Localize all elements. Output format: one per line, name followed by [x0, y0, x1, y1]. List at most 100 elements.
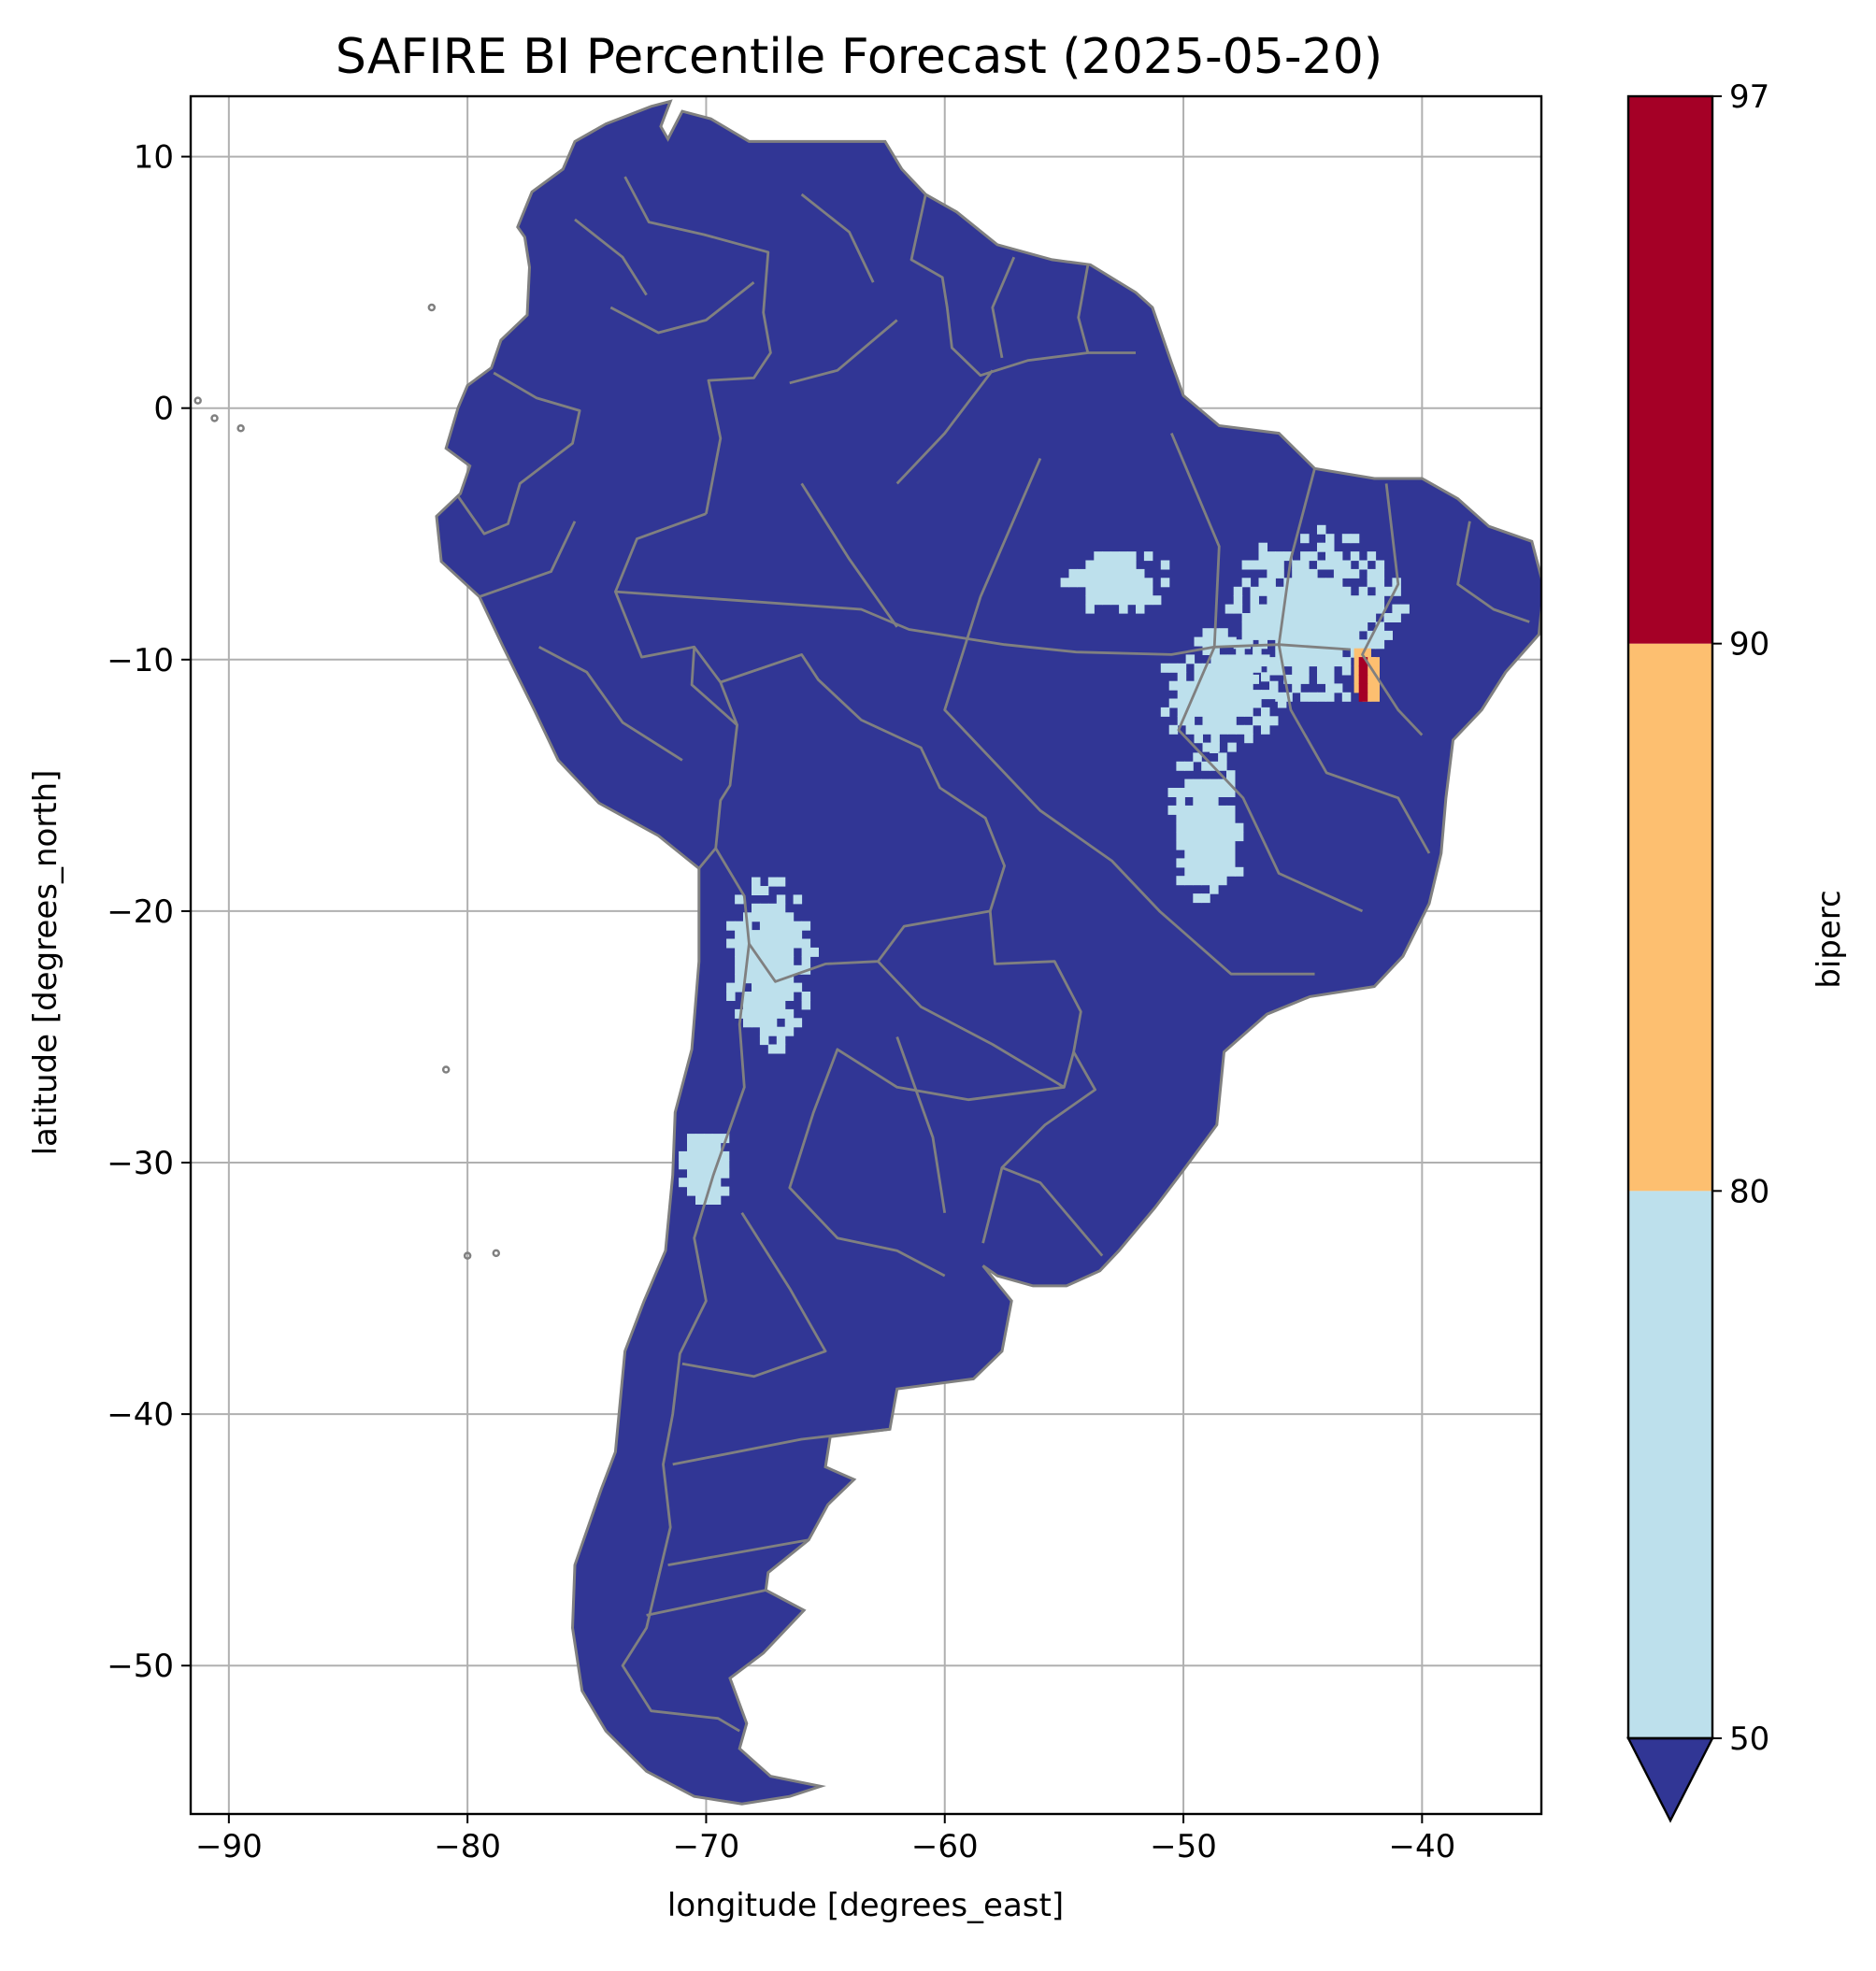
heatmap-cell-50-80 — [1167, 805, 1177, 815]
heatmap-cell-50-80 — [1267, 604, 1276, 614]
heatmap-cell-50-80 — [1210, 788, 1219, 797]
heatmap-cell-50-80 — [1350, 639, 1360, 650]
heatmap-cell-50-80 — [1136, 578, 1145, 588]
heatmap-cell-50-80 — [1227, 724, 1237, 735]
heatmap-cell-50-80 — [1236, 672, 1245, 682]
heatmap-cell-50-80 — [1283, 595, 1293, 606]
heatmap-cell-50-80 — [1358, 560, 1368, 570]
heatmap-cell-50-80 — [1184, 850, 1194, 859]
heatmap-cell-50-80 — [1201, 814, 1210, 824]
heatmap-cell-50-80 — [1176, 805, 1185, 815]
heatmap-cell-50-80 — [1136, 568, 1145, 578]
heatmap-cell-50-80 — [1292, 639, 1301, 650]
heatmap-cell-50-80 — [1325, 648, 1335, 658]
heatmap-cell-50-80 — [1236, 707, 1245, 717]
heatmap-cell-50-80 — [1143, 586, 1153, 596]
heatmap-cell-50-80 — [1177, 672, 1187, 682]
heatmap-cell-50-80 — [1267, 630, 1276, 640]
heatmap-cell-50-80 — [1193, 778, 1202, 789]
heatmap-cell-50-80 — [1325, 692, 1335, 702]
heatmap-cell-50-80 — [1309, 568, 1318, 578]
heatmap-cell-50-80 — [1177, 663, 1187, 673]
heatmap-cell-50-80 — [1267, 665, 1276, 676]
heatmap-cell-50-80 — [1367, 568, 1377, 578]
heatmap-cell-50-80 — [1193, 788, 1202, 797]
heatmap-cell-50-80 — [1292, 630, 1301, 640]
heatmap-cell-50-80 — [1202, 663, 1211, 673]
heatmap-cell-50-80 — [1210, 778, 1219, 789]
heatmap-cell-50-80 — [720, 1168, 730, 1178]
heatmap-cell-50-80 — [1219, 707, 1228, 717]
colorbar-segment — [1628, 96, 1712, 644]
heatmap-cell-50-80 — [1250, 630, 1259, 640]
heatmap-cell-50-80 — [1236, 724, 1245, 735]
heatmap-cell-50-80 — [1244, 654, 1253, 664]
heatmap-cell-50-80 — [793, 930, 803, 940]
heatmap-cell-50-80 — [1218, 805, 1227, 815]
chart-title: SAFIRE BI Percentile Forecast (2025-05-2… — [336, 29, 1382, 85]
heatmap-cell-50-80 — [1261, 654, 1270, 664]
heatmap-cell-50-80 — [1267, 551, 1276, 562]
heatmap-cell-50-80 — [1283, 586, 1293, 596]
heatmap-cell-50-80 — [1119, 595, 1128, 606]
heatmap-cell-50-80 — [1233, 595, 1243, 606]
heatmap-cell-50-80 — [1227, 636, 1237, 647]
heatmap-cell-50-80 — [1226, 858, 1236, 868]
heatmap-cell-50-80 — [1309, 595, 1318, 606]
heatmap-cell-50-80 — [1194, 724, 1203, 735]
heatmap-cell-50-80 — [752, 1008, 761, 1019]
heatmap-cell-50-80 — [687, 1186, 696, 1196]
heatmap-cell-50-80 — [1102, 595, 1111, 606]
border-line — [672, 1427, 891, 1466]
heatmap-cell-50-80 — [759, 974, 769, 984]
heatmap-cell-50-80 — [1300, 568, 1310, 578]
heatmap-cell-50-80 — [720, 1186, 730, 1196]
heatmap-cell-50-80 — [1275, 551, 1284, 562]
heatmap-cell-50-80 — [1136, 604, 1145, 614]
heatmap-cell-50-80 — [1085, 586, 1095, 596]
heatmap-cell-50-80 — [784, 982, 795, 993]
heatmap-cell-50-80 — [1094, 595, 1103, 606]
heatmap-cell-50-80 — [1341, 692, 1352, 702]
heatmap-cell-50-80 — [1300, 630, 1310, 640]
border-line — [667, 1538, 809, 1566]
heatmap-cell-50-80 — [743, 1000, 752, 1010]
heatmap-cell-50-80 — [1202, 672, 1211, 682]
heatmap-cell-50-80 — [1258, 560, 1267, 570]
heatmap-cell-50-80 — [1102, 551, 1111, 562]
heatmap-cell-50-80 — [735, 982, 744, 993]
heatmap-cell-50-80 — [1218, 850, 1227, 859]
border-line — [1077, 264, 1090, 353]
y-tick-label: 10 — [134, 139, 174, 177]
border-line — [1000, 1050, 1104, 1257]
heatmap-cell-50-80 — [1210, 672, 1220, 682]
heatmap-cell-50-80 — [703, 1195, 713, 1205]
heatmap-cell-50-80 — [695, 1134, 705, 1144]
heatmap-cell-50-80 — [759, 982, 769, 993]
heatmap-cell-50-80 — [1367, 613, 1377, 622]
heatmap-cell-50-80 — [1184, 761, 1194, 771]
x-tick-label: −50 — [1150, 1828, 1217, 1865]
heatmap-cell-50-80 — [1292, 665, 1301, 676]
heatmap-cell-50-80 — [1333, 586, 1343, 596]
heatmap-cell-50-80 — [1258, 542, 1267, 552]
heatmap-cell-50-80 — [1283, 657, 1293, 667]
heatmap-cell-50-80 — [1275, 665, 1284, 676]
heatmap-cell-50-80 — [1227, 742, 1237, 752]
border-line — [800, 193, 875, 283]
heatmap-cell-50-80 — [1194, 636, 1203, 647]
heatmap-cell-50-80 — [1341, 639, 1352, 650]
heatmap-cell-50-80 — [1244, 672, 1253, 682]
heatmap-cell-50-80 — [703, 1178, 713, 1188]
heatmap-cell-50-80 — [1201, 893, 1210, 904]
heatmap-cell-50-80 — [1309, 630, 1318, 640]
heatmap-cell-50-80 — [767, 903, 778, 913]
heatmap-cell-50-80 — [1292, 586, 1301, 596]
heatmap-cell-50-80 — [1233, 639, 1243, 650]
heatmap-cell-50-80 — [743, 938, 752, 949]
heatmap-cell-50-80 — [1267, 657, 1276, 667]
y-tick-label: −50 — [107, 1648, 174, 1685]
heatmap-cell-50-80 — [1292, 621, 1301, 632]
heatmap-cell-50-80 — [1193, 840, 1202, 850]
heatmap-cell-50-80 — [1193, 866, 1202, 877]
